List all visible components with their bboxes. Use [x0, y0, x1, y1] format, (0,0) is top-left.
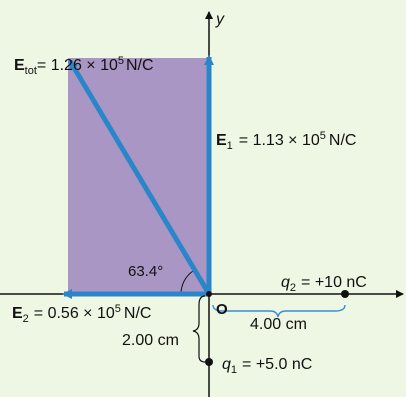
- charge-q2: [341, 290, 349, 298]
- angle-label: 63.4°: [128, 263, 163, 280]
- origin-label: O: [216, 301, 228, 318]
- distance-y-label: 2.00 cm: [122, 332, 179, 349]
- e2-label: E2 = 0.56 × 105 N/C: [12, 303, 151, 325]
- distance-bracket-y: [193, 296, 205, 362]
- distance-x-label: 4.00 cm: [250, 316, 307, 333]
- e-tot-label: Etot= 1.26 × 105 N/C: [14, 55, 154, 77]
- origin-point: [206, 291, 212, 297]
- y-axis-label: y: [215, 11, 225, 28]
- e1-label: E1 = 1.13 × 105 N/C: [216, 130, 356, 152]
- charge-q1: [205, 358, 213, 366]
- q1-label: q1 = +5.0 nC: [222, 356, 312, 376]
- q2-label: q2 = +10 nC: [281, 274, 367, 294]
